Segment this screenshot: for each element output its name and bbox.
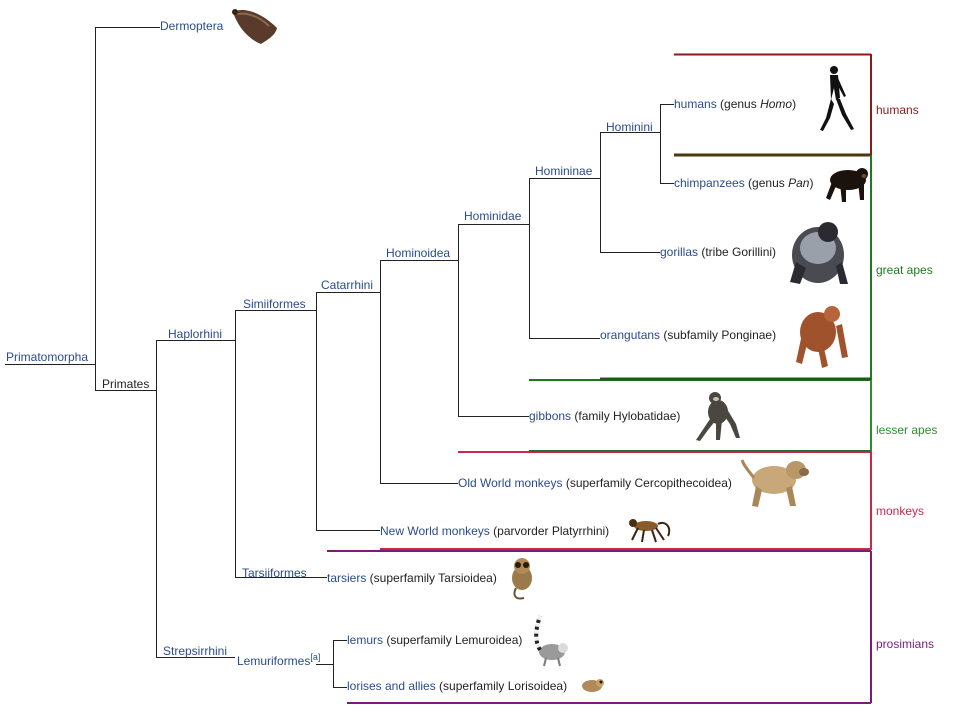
group-label-great-apes: great apes <box>876 263 933 277</box>
leaf-old-world-monkeys-link[interactable]: Old World monkeys <box>458 476 563 490</box>
group-label-prosimians: prosimians <box>876 637 935 651</box>
node-primatomorpha[interactable]: Primatomorpha <box>6 350 89 364</box>
node-tarsiiformes[interactable]: Tarsiiformes <box>242 566 307 580</box>
leaf-chimpanzees: chimpanzees (genus Pan) <box>674 176 813 190</box>
leaf-old-world-monkeys: Old World monkeys (superfamily Cercopith… <box>458 476 732 490</box>
gorilla-icon <box>790 222 848 284</box>
lemuriformes-footnote[interactable]: [a] <box>310 652 321 662</box>
leaf-orangutans-desc: (subfamily Ponginae) <box>660 328 777 342</box>
leaf-lorises-desc: (superfamily Lorisoidea) <box>435 679 568 693</box>
spider-monkey-icon <box>629 519 671 543</box>
leaf-lemurs-desc: (superfamily Lemuroidea) <box>383 633 523 647</box>
leaf-humans: humans (genus Homo) <box>674 97 796 111</box>
node-homininae[interactable]: Homininae <box>535 164 593 178</box>
leaf-gibbons: gibbons (family Hylobatidae) <box>529 409 680 423</box>
leaf-dermoptera[interactable]: Dermoptera <box>160 19 224 33</box>
group-brackets <box>327 53 872 704</box>
leaf-gorillas: gorillas (tribe Gorillini) <box>660 245 776 259</box>
node-hominidae[interactable]: Hominidae <box>464 209 522 223</box>
leaf-old-world-monkeys-desc: (superfamily Cercopithecoidea) <box>562 476 732 490</box>
leaf-lemurs-link[interactable]: lemurs <box>347 633 384 647</box>
group-label-lesser-apes: lesser apes <box>876 423 938 437</box>
leaf-new-world-monkeys-desc: (parvorder Platyrrhini) <box>489 524 610 538</box>
leaf-humans-link[interactable]: humans <box>674 97 717 111</box>
leaf-gorillas-desc: (tribe Gorillini) <box>698 245 777 259</box>
leaf-chimpanzees-genus: Pan <box>788 176 810 190</box>
ring-tailed-lemur-icon <box>534 615 568 667</box>
leaf-new-world-monkeys-link[interactable]: New World monkeys <box>380 524 490 538</box>
group-label-monkeys: monkeys <box>876 504 925 518</box>
leaf-new-world-monkeys: New World monkeys (parvorder Platyrrhini… <box>380 524 609 538</box>
leaf-humans-desc-a: (genus <box>716 97 761 111</box>
node-primates: Primates <box>102 377 150 391</box>
baboon-icon <box>740 459 809 507</box>
leaf-chimpanzees-desc-b: ) <box>809 176 814 190</box>
node-haplorhini[interactable]: Haplorhini <box>168 327 223 341</box>
leaf-lorises-link[interactable]: lorises and allies <box>347 679 436 693</box>
leaf-tarsiers: tarsiers (superfamily Tarsioidea) <box>327 571 497 585</box>
node-hominini[interactable]: Hominini <box>606 120 653 134</box>
node-simiiformes[interactable]: Simiiformes <box>243 297 306 311</box>
leaf-orangutans: orangutans (subfamily Ponginae) <box>600 328 776 342</box>
leaf-gibbons-desc: (family Hylobatidae) <box>571 409 681 423</box>
node-hominoidea[interactable]: Hominoidea <box>386 246 451 260</box>
lemuriformes-link[interactable]: Lemuriformes <box>237 654 311 668</box>
chimpanzee-icon <box>826 168 868 202</box>
leaf-orangutans-link[interactable]: orangutans <box>600 328 661 342</box>
leaf-humans-genus: Homo <box>760 97 793 111</box>
group-label-humans: humans <box>876 103 919 117</box>
leaf-gibbons-link[interactable]: gibbons <box>529 409 572 423</box>
leaf-tarsiers-link[interactable]: tarsiers <box>327 571 367 585</box>
gibbon-icon <box>696 392 740 441</box>
human-silhouette-icon <box>820 66 854 131</box>
leaf-lemurs: lemurs (superfamily Lemuroidea) <box>347 633 522 647</box>
node-strepsirrhini[interactable]: Strepsirrhini <box>163 644 228 658</box>
loris-icon <box>582 679 604 692</box>
leaf-chimpanzees-desc-a: (genus <box>744 176 789 190</box>
colugo-icon <box>232 9 277 44</box>
leaf-tarsiers-desc: (superfamily Tarsioidea) <box>366 571 497 585</box>
node-lemuriformes: Lemuriformes[a] <box>237 650 320 668</box>
tarsier-icon <box>512 558 532 600</box>
leaf-gorillas-link[interactable]: gorillas <box>660 245 699 259</box>
leaf-humans-desc-b: ) <box>792 97 797 111</box>
orangutan-icon <box>796 306 848 368</box>
leaf-lorises: lorises and allies (superfamily Lorisoid… <box>347 679 567 693</box>
leaf-chimpanzees-link[interactable]: chimpanzees <box>674 176 745 190</box>
node-catarrhini[interactable]: Catarrhini <box>321 278 374 292</box>
